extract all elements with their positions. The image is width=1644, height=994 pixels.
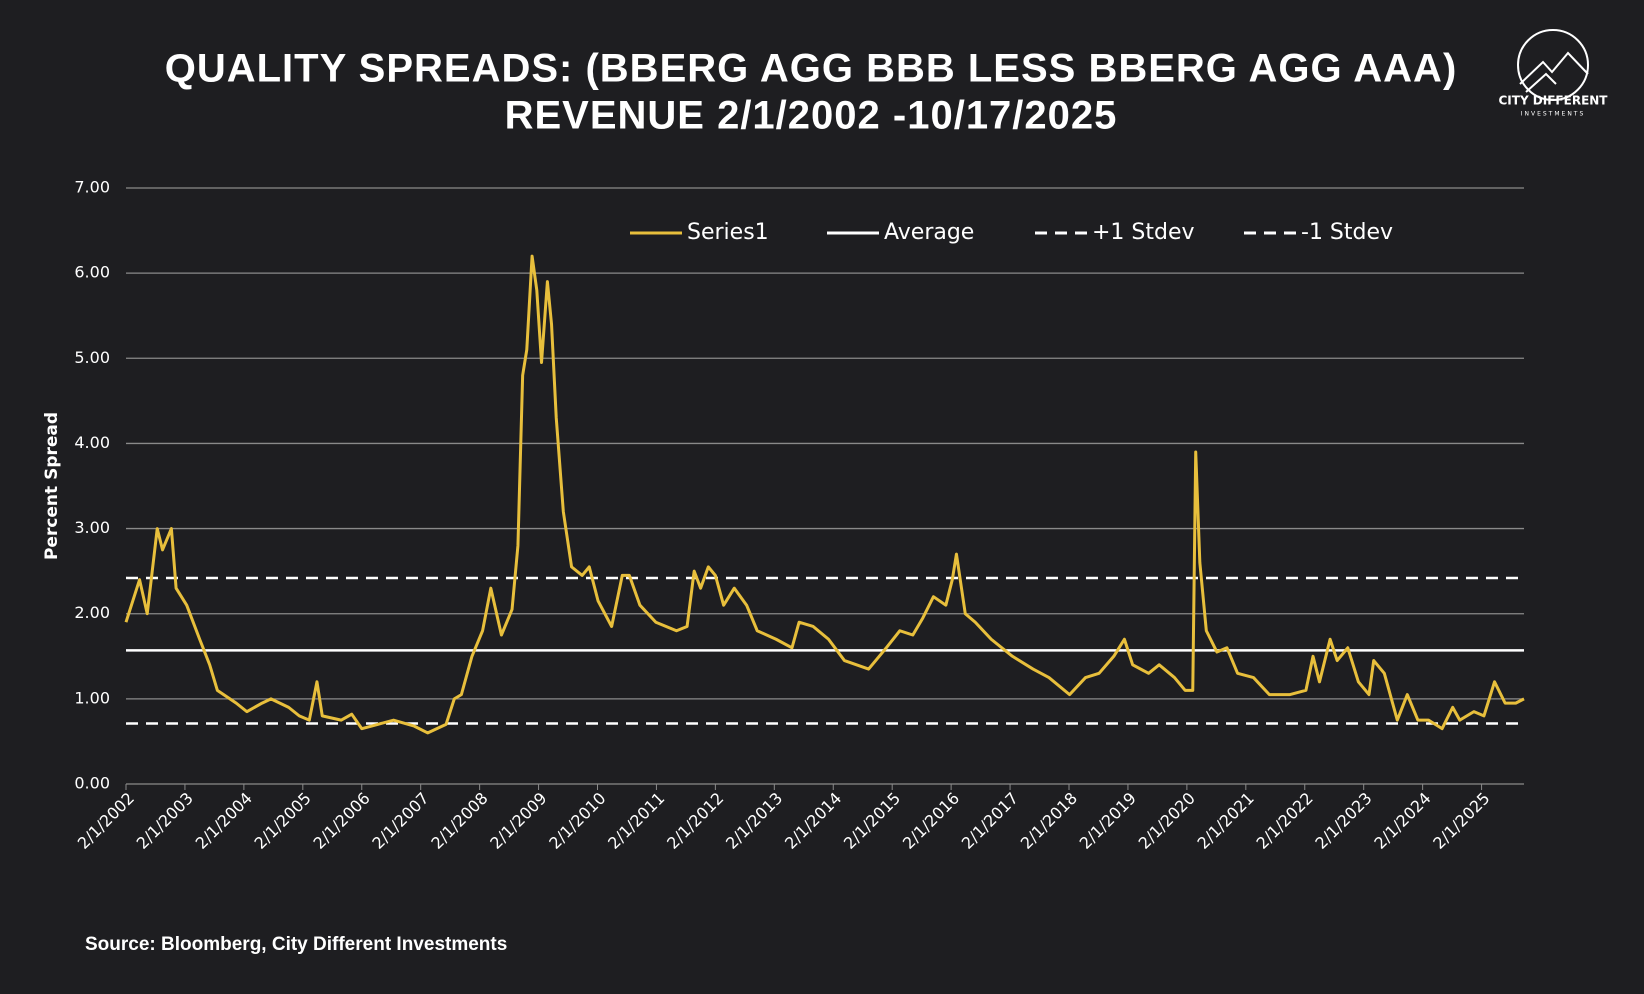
y-tick-label: 6.00: [74, 263, 110, 282]
series-line: [124, 254, 1525, 735]
legend-label: Series1: [687, 220, 769, 245]
y-tick-label: 5.00: [74, 348, 110, 367]
logo-mountain: [1525, 72, 1557, 93]
y-tick-label: 1.00: [74, 688, 110, 707]
legend-label: +1 Stdev: [1092, 220, 1195, 245]
legend-label: -1 Stdev: [1301, 220, 1393, 245]
y-tick-label: 3.00: [74, 518, 110, 537]
chart-subtitle: REVENUE 2/1/2002 -10/17/2025: [505, 94, 1118, 138]
y-tick-label: 0.00: [74, 774, 110, 793]
y-tick-label: 4.00: [74, 433, 110, 452]
logo-mountain: [1519, 51, 1589, 85]
legend-label: Average: [884, 220, 974, 245]
source-note: Source: Bloomberg, City Different Invest…: [85, 934, 507, 955]
y-axis-label: Percent Spread: [42, 412, 62, 560]
y-tick-label: 2.00: [74, 603, 110, 622]
logo: CITY DIFFERENT INVESTMENTS: [1498, 29, 1608, 118]
logo-name: CITY DIFFERENT: [1498, 94, 1608, 108]
logo-tagline: INVESTMENTS: [1521, 111, 1586, 118]
logo-circle: [1517, 29, 1589, 101]
chart-title: QUALITY SPREADS: (BBERG AGG BBB LESS BBE…: [165, 47, 1458, 91]
y-tick-label: 7.00: [74, 178, 110, 197]
